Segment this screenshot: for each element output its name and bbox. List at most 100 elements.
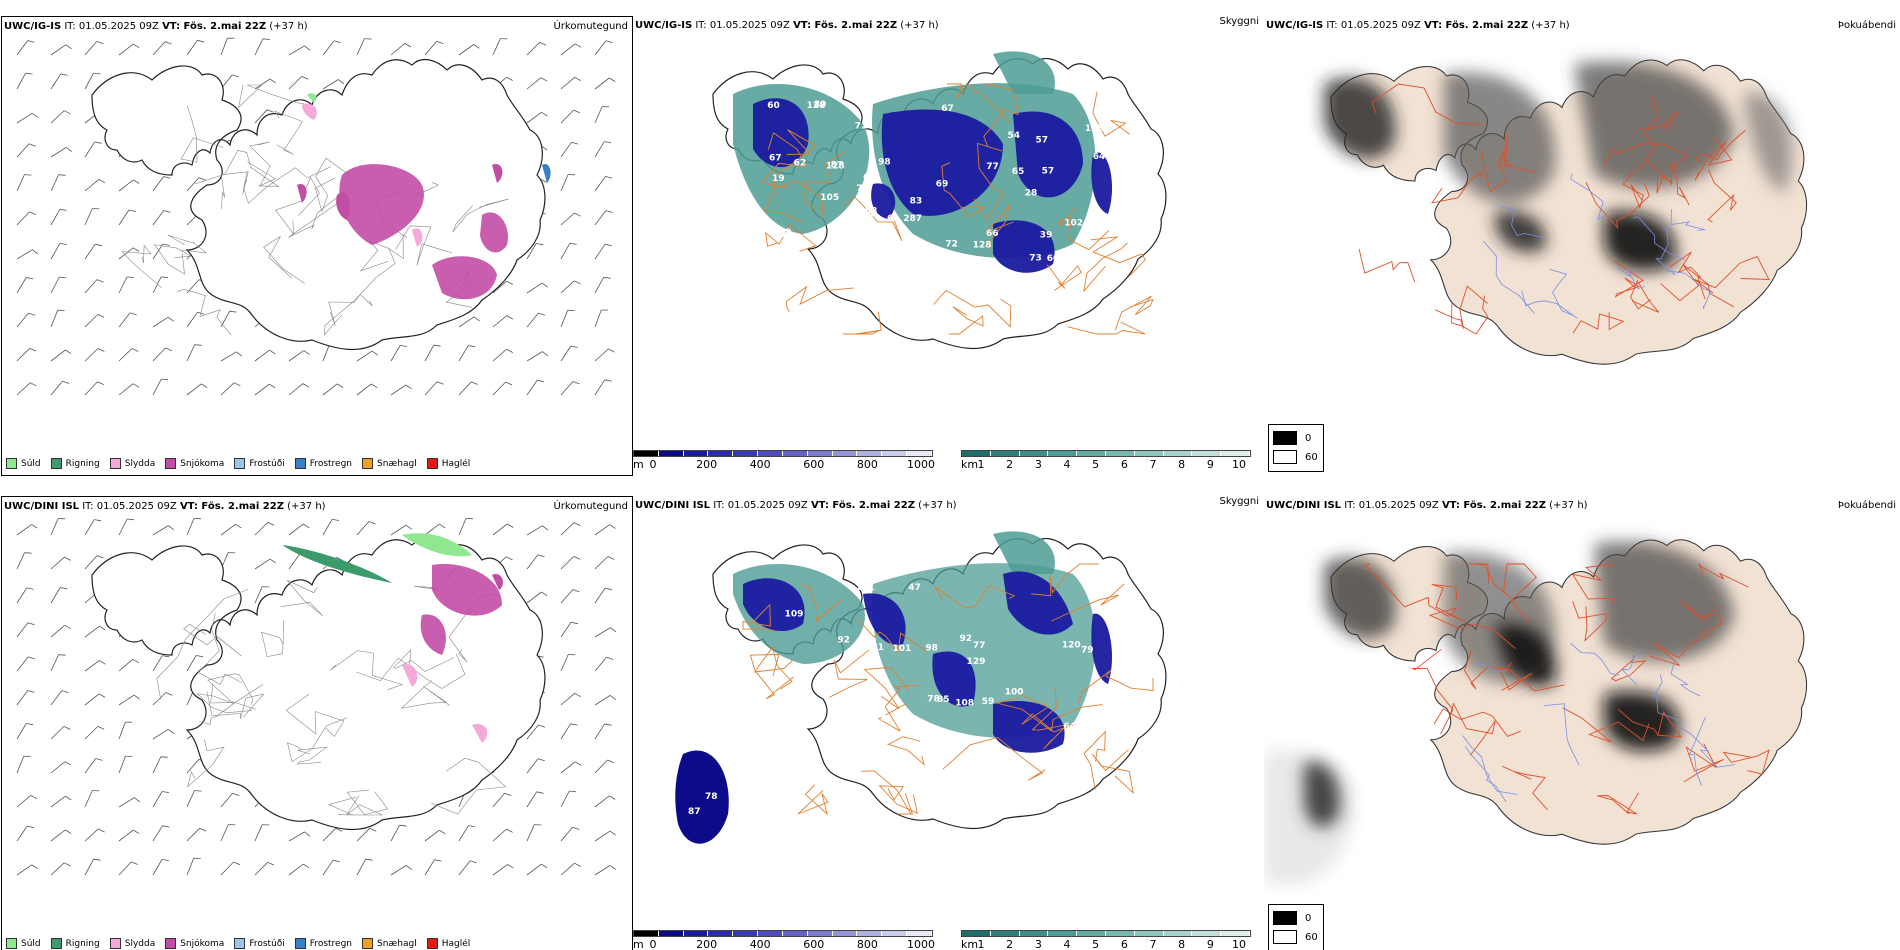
iceland-outline	[91, 538, 546, 831]
panel-header: UWC/IG-IS IT: 01.05.2025 09Z VT: Fös. 2.…	[4, 21, 308, 32]
panel-title: Þokuábendi	[1837, 20, 1896, 31]
legend-label: Rigning	[65, 458, 100, 469]
precip-legend: Súld Rigning Slydda Snjókoma Frostúði Frostre…	[6, 458, 470, 469]
cloudbase-value-label: 88	[861, 211, 874, 221]
cloudbase-value-label: 92	[837, 635, 850, 645]
scale-swatch	[1134, 451, 1164, 456]
init-time: IT: 01.05.2025 09Z	[1326, 20, 1421, 31]
scale-swatch	[1048, 931, 1078, 936]
cloudbase-value-label: 60	[767, 101, 780, 111]
legend-swatch	[50, 458, 62, 469]
scale-swatch	[832, 451, 858, 456]
legend-label: Snæhagl	[377, 938, 417, 949]
cloudbase-panel-top: UWC/IG-IS IT: 01.05.2025 09Z VT: Fös. 2.…	[633, 16, 1263, 476]
scale-tick-label: 8	[1178, 458, 1186, 471]
cloudbase-value-label: 67	[783, 737, 796, 747]
precip-map	[16, 518, 617, 876]
scale-swatch	[733, 931, 759, 936]
legend-swatch	[234, 938, 246, 949]
cloudbase-value-label: 73	[870, 239, 883, 249]
panel-header: UWC/IG-IS IT: 01.05.2025 09Z VT: Fös. 2.…	[635, 20, 939, 31]
cloudbase-value-label: 62	[794, 158, 807, 168]
legend-swatch	[426, 458, 438, 469]
legend-label: Frostregn	[309, 938, 353, 949]
init-time: IT: 01.05.2025 09Z	[695, 20, 790, 31]
legend-swatch	[6, 458, 17, 469]
cloudbase-panel-bottom: UWC/DINI ISL IT: 01.05.2025 09Z VT: Fös.…	[633, 496, 1263, 950]
fog-panel-bottom: UWC/DINI ISL IT: 01.05.2025 09Z VT: Fös.…	[1264, 496, 1900, 950]
scale-tick-label: 8	[1178, 938, 1186, 950]
fog-map	[1324, 59, 1808, 365]
cloudbase-value-label: 85	[937, 695, 950, 705]
scale-tick-label: 10	[1232, 938, 1246, 950]
scale-swatch	[1019, 451, 1049, 456]
cloudbase-value-label: 128	[973, 241, 992, 251]
scale-tick-label: 6	[1120, 938, 1128, 950]
precip-legend: Súld Rigning Slydda Snjókoma Frostúði Frostre…	[6, 938, 470, 949]
cloudbase-value-label: 28	[1025, 188, 1038, 198]
cloudbase-value-label: 129	[967, 657, 986, 667]
legend-swatch	[165, 938, 177, 949]
scale-swatch	[758, 451, 783, 456]
valid-time: VT: Fös. 2.mai 22Z	[1441, 500, 1546, 511]
lead-time: (+37 h)	[287, 501, 326, 512]
scale-tick-label: 1	[977, 938, 985, 950]
cloudbase-value-label: 77	[973, 641, 986, 651]
cloudbase-value-label: 59	[982, 697, 995, 707]
legend-label: Slydda	[124, 458, 156, 469]
scale-swatch	[1163, 451, 1193, 456]
fog-shading	[1324, 61, 1792, 272]
lead-time: (+37 h)	[918, 500, 957, 511]
legend-swatch	[50, 938, 62, 949]
scale-swatch	[782, 451, 808, 456]
scale-tick-label: 400	[749, 938, 771, 950]
visibility-unit: km	[961, 938, 979, 950]
fog-legend-min: 0	[1305, 432, 1312, 444]
legend-swatch	[362, 938, 374, 949]
precip-type-panel-top: UWC/IG-IS IT: 01.05.2025 09Z VT: Fös. 2.…	[1, 16, 633, 476]
cloudbase-value-label: 131	[865, 643, 884, 653]
scale-swatch	[807, 931, 833, 936]
legend-swatch	[165, 458, 177, 469]
cloudbase-value-label: 55	[809, 702, 822, 712]
scale-swatch	[683, 451, 709, 456]
cloudbase-value-label: 47	[908, 583, 921, 593]
legend-item: Frostúði	[234, 938, 285, 949]
scale-tick-label: 6	[1120, 458, 1128, 471]
scale-tick-label: 3	[1034, 938, 1042, 950]
scale-tick-label: 9	[1206, 938, 1214, 950]
legend-label: Snæhagl	[377, 458, 417, 469]
scale-swatch	[1192, 931, 1222, 936]
scale-tick-label: 2	[1006, 458, 1014, 471]
legend-swatch	[6, 938, 17, 949]
cloudbase-value-label: 87	[688, 807, 701, 817]
legend-item: Snjókoma	[165, 938, 224, 949]
scale-swatch	[857, 931, 883, 936]
legend-item: Frostúði	[234, 458, 285, 469]
cloudbase-value-label: 76	[856, 184, 869, 194]
fog-map	[1264, 539, 1808, 884]
precip-map	[16, 37, 616, 396]
legend-label: Frostúði	[249, 458, 285, 469]
cloudbase-unit: m	[633, 458, 644, 471]
roads	[760, 83, 1154, 335]
cloudbase-value-label: 66	[986, 229, 999, 239]
cloudbase-value-label: 98	[925, 644, 938, 654]
scale-tick-label: 4	[1063, 938, 1071, 950]
model-name: UWC/IG-IS	[635, 20, 693, 31]
roads	[156, 569, 507, 816]
cloudbase-value-label: 60	[863, 173, 876, 183]
cloudbase-value-label: 83	[910, 197, 923, 207]
scale-tick-label: 5	[1092, 458, 1100, 471]
scale-swatch	[907, 931, 932, 936]
scale-tick-label: 7	[1149, 938, 1157, 950]
scale-swatch	[1077, 451, 1106, 456]
cloudbase-value-label: 98	[878, 158, 891, 168]
panel-header: UWC/DINI ISL IT: 01.05.2025 09Z VT: Fös.…	[1266, 500, 1588, 511]
panel-header: UWC/DINI ISL IT: 01.05.2025 09Z VT: Fös.…	[4, 501, 326, 512]
cloudbase-areas	[675, 571, 1113, 844]
legend-swatch	[294, 458, 306, 469]
cloudbase-value-label: 54	[792, 237, 805, 247]
scale-swatch	[782, 931, 808, 936]
